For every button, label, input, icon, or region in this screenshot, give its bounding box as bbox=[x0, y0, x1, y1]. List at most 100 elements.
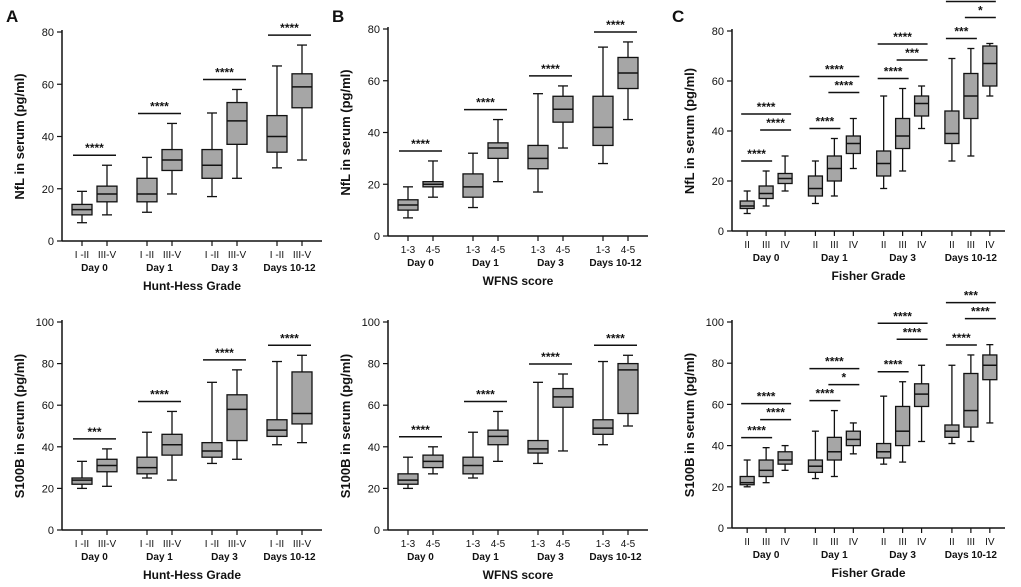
category-label: I -II bbox=[75, 250, 89, 261]
box-iqr bbox=[739, 475, 755, 486]
category-label: III bbox=[898, 537, 906, 548]
group-label: Days 10-12 bbox=[263, 263, 316, 274]
significance-label: **** bbox=[884, 65, 903, 79]
category-label: II bbox=[949, 537, 955, 548]
y-axis-label: NfL in serum (pg/ml) bbox=[338, 69, 353, 195]
box-iqr bbox=[807, 175, 824, 197]
significance-label: **** bbox=[893, 309, 912, 323]
significance-label: **** bbox=[476, 387, 495, 401]
significance-label: **** bbox=[757, 390, 776, 404]
group-label: Day 1 bbox=[821, 550, 848, 561]
box-iqr bbox=[226, 394, 248, 442]
y-tick-label: 0 bbox=[718, 523, 724, 535]
group-label: Days 10-12 bbox=[263, 552, 316, 563]
y-tick-label: 60 bbox=[712, 76, 724, 88]
box-iqr bbox=[487, 429, 509, 446]
category-label: I -II bbox=[270, 250, 284, 261]
y-tick-label: 100 bbox=[706, 317, 724, 329]
category-label: IV bbox=[780, 240, 790, 251]
category-label: I -II bbox=[205, 250, 219, 261]
category-label: III-V bbox=[293, 250, 312, 261]
box-iqr bbox=[777, 451, 793, 465]
category-label: IV bbox=[985, 537, 995, 548]
group-label: Day 0 bbox=[81, 552, 108, 563]
panel-letter-A: A bbox=[6, 7, 18, 26]
y-tick-label: 60 bbox=[368, 400, 380, 412]
significance-label: **** bbox=[952, 331, 971, 345]
category-label: I -II bbox=[75, 539, 89, 550]
significance-label: **** bbox=[85, 141, 104, 155]
y-tick-label: 80 bbox=[712, 26, 724, 38]
y-tick-label: 0 bbox=[718, 226, 724, 238]
category-label: 1-3 bbox=[401, 539, 416, 550]
category-label: II bbox=[881, 537, 887, 548]
category-label: II bbox=[881, 240, 887, 251]
box-iqr bbox=[592, 95, 614, 147]
box-iqr bbox=[739, 200, 755, 210]
category-label: III-V bbox=[228, 250, 247, 261]
box-iqr bbox=[552, 387, 574, 408]
box-iqr bbox=[136, 177, 158, 203]
y-tick-label: 20 bbox=[712, 482, 724, 494]
significance-label: **** bbox=[215, 65, 234, 79]
category-label: III-V bbox=[98, 250, 117, 261]
category-label: 4-5 bbox=[621, 539, 636, 550]
y-tick-label: 80 bbox=[368, 359, 380, 371]
y-tick-label: 0 bbox=[374, 231, 380, 243]
x-axis-title: Hunt-Hess Grade bbox=[143, 279, 241, 293]
significance-label: **** bbox=[884, 358, 903, 372]
category-label: III bbox=[762, 537, 770, 548]
category-label: III bbox=[830, 240, 838, 251]
box-iqr bbox=[226, 101, 248, 145]
significance-label: * bbox=[978, 4, 983, 18]
category-label: 4-5 bbox=[426, 245, 441, 256]
y-tick-label: 100 bbox=[362, 317, 380, 329]
significance-label: **** bbox=[280, 331, 299, 345]
box-iqr bbox=[982, 354, 998, 381]
category-label: 1-3 bbox=[466, 245, 481, 256]
y-tick-label: 40 bbox=[712, 441, 724, 453]
box-iqr bbox=[291, 371, 313, 425]
box-iqr bbox=[617, 362, 639, 415]
y-tick-label: 100 bbox=[36, 317, 54, 329]
box-iqr bbox=[291, 73, 313, 109]
x-axis-title: WFNS score bbox=[483, 568, 554, 582]
category-label: I -II bbox=[140, 539, 154, 550]
category-label: III bbox=[967, 537, 975, 548]
y-axis-label: S100B in serum (pg/ml) bbox=[682, 353, 697, 497]
significance-label: *** bbox=[905, 46, 919, 60]
box-iqr bbox=[527, 439, 549, 454]
box-iqr bbox=[894, 117, 911, 150]
significance-label: **** bbox=[766, 116, 785, 130]
y-tick-label: 80 bbox=[368, 24, 380, 36]
category-label: 4-5 bbox=[556, 539, 571, 550]
significance-label: **** bbox=[747, 424, 766, 438]
category-label: III bbox=[898, 240, 906, 251]
group-label: Day 3 bbox=[537, 258, 564, 269]
group-label: Day 1 bbox=[146, 552, 173, 563]
significance-label: **** bbox=[816, 387, 835, 401]
box-iqr bbox=[592, 419, 614, 435]
category-label: 1-3 bbox=[531, 245, 546, 256]
box-iqr bbox=[826, 436, 843, 461]
group-label: Day 0 bbox=[81, 263, 108, 274]
category-label: III-V bbox=[163, 250, 182, 261]
y-axis-label: NfL in serum (pg/ml) bbox=[12, 73, 27, 199]
box-iqr bbox=[963, 372, 979, 428]
group-label: Day 3 bbox=[211, 552, 238, 563]
significance-label: * bbox=[842, 371, 847, 385]
significance-label: **** bbox=[816, 115, 835, 129]
y-tick-label: 80 bbox=[42, 359, 54, 371]
significance-label: **** bbox=[825, 63, 844, 77]
category-label: 4-5 bbox=[426, 539, 441, 550]
significance-label: **** bbox=[766, 406, 785, 420]
y-tick-label: 80 bbox=[42, 27, 54, 39]
significance-label: **** bbox=[606, 331, 625, 345]
group-label: Days 10-12 bbox=[589, 552, 642, 563]
significance-label: **** bbox=[215, 346, 234, 360]
category-label: 4-5 bbox=[491, 245, 506, 256]
box-iqr bbox=[201, 441, 223, 458]
category-label: IV bbox=[849, 537, 859, 548]
category-label: IV bbox=[849, 240, 859, 251]
significance-label: **** bbox=[150, 99, 169, 113]
